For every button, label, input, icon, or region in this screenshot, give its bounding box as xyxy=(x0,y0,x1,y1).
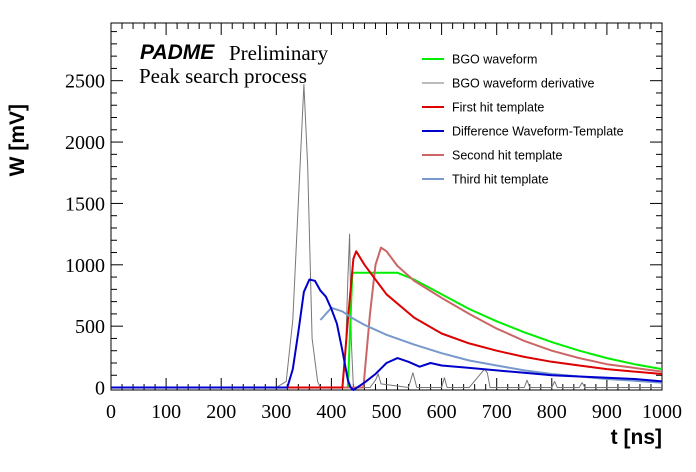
series-line-1 xyxy=(111,83,662,388)
x-tick-label: 100 xyxy=(151,401,181,423)
series-lines xyxy=(111,83,663,391)
y-tick-label: 0 xyxy=(95,378,105,400)
x-tick-label: 800 xyxy=(537,401,567,423)
brand-label: PADME xyxy=(140,41,215,64)
x-axis-title: t [ns] xyxy=(611,426,662,449)
series-line-2 xyxy=(111,250,663,389)
y-tick-label: 1500 xyxy=(65,193,105,215)
subtitle-label: Peak search process xyxy=(139,64,307,88)
legend-entry: Third hit template xyxy=(452,173,549,187)
y-tick-label: 500 xyxy=(75,316,105,338)
series-line-3 xyxy=(111,278,663,391)
y-tick-label: 2500 xyxy=(65,71,105,93)
y-axis-title: W [mV] xyxy=(6,104,29,176)
series-line-0 xyxy=(111,271,663,389)
legend-entry: First hit template xyxy=(452,101,544,115)
x-tick-label: 700 xyxy=(482,401,512,423)
legend-entry: BGO waveform derivative xyxy=(452,77,594,91)
x-tick-label: 1000 xyxy=(642,401,682,423)
preliminary-label: Preliminary xyxy=(229,41,329,65)
legend-entry: Difference Waveform-Template xyxy=(452,125,624,139)
legend-entry: Second hit template xyxy=(452,149,563,163)
y-tick-label: 1000 xyxy=(65,255,105,277)
y-tick-label: 2000 xyxy=(65,132,105,154)
x-tick-label: 500 xyxy=(372,401,402,423)
x-tick-label: 300 xyxy=(261,401,291,423)
x-tick-label: 600 xyxy=(427,401,457,423)
axis-ticks: 0 100 200 300 400 500 600 700 800 900 1000 0 500 1000… xyxy=(65,23,682,423)
x-tick-label: 400 xyxy=(316,401,346,423)
x-tick-label: 0 xyxy=(106,401,116,423)
series-line-4 xyxy=(111,246,663,389)
legend-entry: BGO waveform xyxy=(452,53,537,67)
x-tick-label: 900 xyxy=(592,401,622,423)
legend: BGO waveform BGO waveform derivative First… xyxy=(422,53,624,187)
x-tick-label: 200 xyxy=(206,401,236,423)
